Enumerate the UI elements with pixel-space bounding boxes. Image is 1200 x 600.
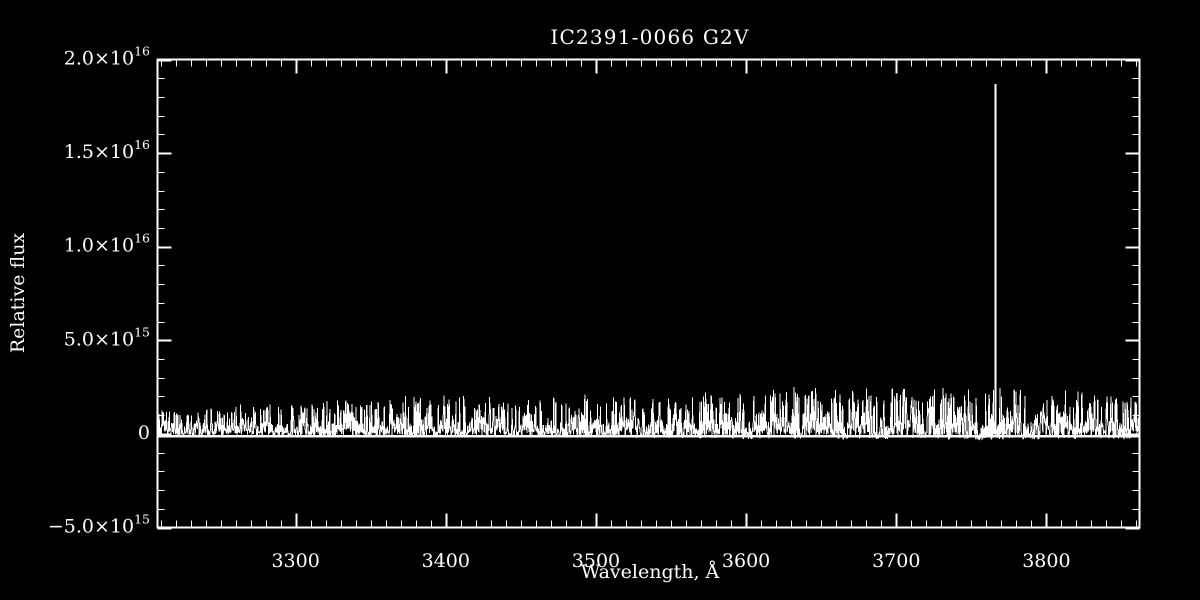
y-tick-label: 0 — [138, 422, 150, 444]
y-tick-label: −5.0×1015 — [48, 511, 150, 538]
x-tick-label: 3800 — [1022, 550, 1070, 572]
x-axis-title: Wavelength, Å — [581, 561, 720, 583]
spectrum-line — [157, 386, 1140, 441]
x-tick-label: 3400 — [422, 550, 470, 572]
y-tick-label: 1.5×1016 — [64, 137, 150, 164]
plot-frame — [156, 58, 1141, 529]
y-axis-ticks — [157, 59, 1140, 530]
y-tick-label: 1.0×1016 — [64, 230, 150, 257]
x-tick-label: 3300 — [271, 550, 319, 572]
y-tick-label: 2.0×1016 — [64, 43, 150, 70]
page-title: IC2391-0066 G2V — [550, 25, 749, 49]
x-tick-label: 3700 — [872, 550, 920, 572]
x-tick-label: 3500 — [572, 550, 620, 572]
x-tick-label: 3600 — [722, 550, 770, 572]
y-axis-tick-labels: 2.0×1016 1.5×1016 1.0×1016 5.0×1015 0 −5.0×10… — [48, 43, 150, 538]
y-axis-title: Relative flux — [7, 233, 29, 354]
y-tick-label: 5.0×1015 — [64, 324, 150, 351]
x-axis-ticks — [160, 59, 1138, 528]
x-axis-tick-labels: 3300 3400 3500 3600 3700 3800 — [271, 550, 1070, 572]
spectrum-trace — [157, 83, 1140, 441]
